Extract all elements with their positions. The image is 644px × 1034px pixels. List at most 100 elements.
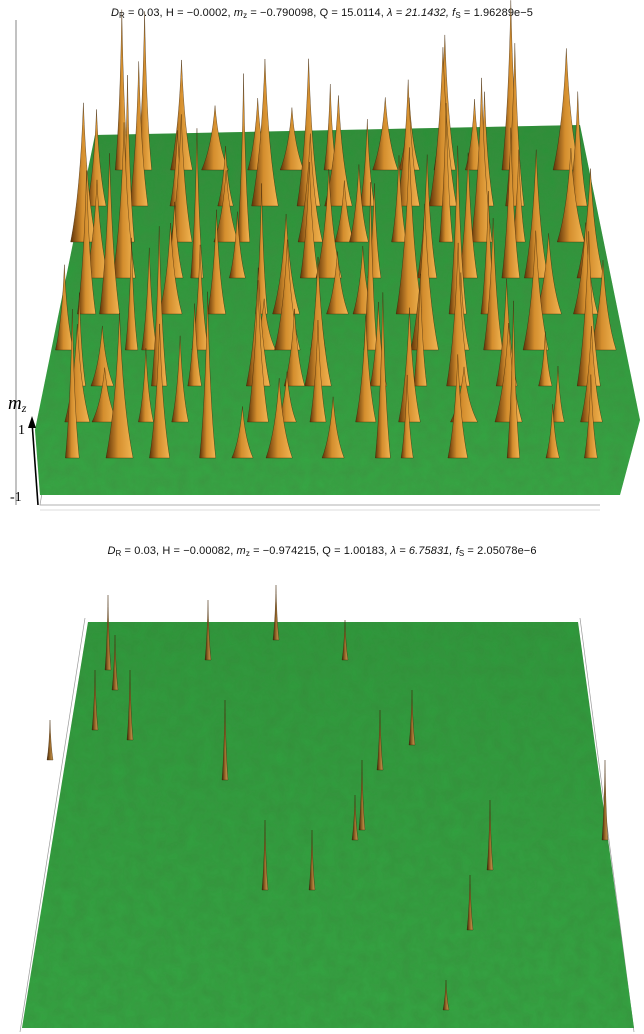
skyrmion-peak [573, 222, 599, 315]
mz-axis-label: mz [8, 393, 27, 415]
skyrmion-spike [601, 759, 609, 841]
skyrmion-peak [237, 73, 250, 243]
mz-axis-arrowhead [28, 416, 36, 428]
skyrmion-spike [442, 979, 450, 1011]
skyrmion-spike [221, 699, 229, 781]
skyrmion-peak [413, 273, 428, 387]
skyrmion-peak [447, 354, 468, 459]
skyrmion-peak [535, 233, 562, 315]
skyrmion-peak [359, 119, 375, 207]
skyrmion-peak [589, 260, 617, 351]
skyrmion-spike [204, 599, 212, 661]
skyrmion-peak [372, 97, 399, 171]
skyrmion-peak [300, 161, 319, 279]
skyrmion-peak [375, 292, 391, 459]
skyrmion-peak [326, 251, 349, 315]
skyrmion-spike [91, 669, 99, 731]
skyrmion-peak [141, 247, 158, 351]
skyrmion-spike [341, 619, 349, 661]
skyrmion-peak [65, 309, 80, 459]
skyrmion-peak [190, 128, 204, 279]
skyrmion-peak [55, 264, 74, 351]
skyrmion-peak [395, 147, 423, 315]
skyrmion-spike [376, 709, 384, 771]
skyrmion-spike [104, 594, 112, 671]
skyrmion-peak [458, 152, 478, 279]
skyrmion-peak [584, 374, 598, 459]
skyrmion-peak [446, 242, 470, 387]
skyrmion-peak [524, 149, 549, 279]
skyrmion-peak [400, 374, 414, 459]
caption-bottom: DR = 0.03, H = −0.00082, mz = −0.974215,… [107, 545, 537, 558]
skyrmion-spike [46, 719, 54, 761]
skyrmion-peak [171, 335, 189, 423]
skyrmion-peak [538, 331, 553, 387]
skyrmion-peak [545, 404, 560, 459]
skyrmion-peak [247, 280, 269, 423]
skyrmion-spike [126, 669, 134, 741]
skyrmion-peak [501, 127, 520, 279]
skyrmion-peak [251, 58, 279, 207]
skyrmion-peak [283, 308, 305, 387]
skyrmion-peak [70, 102, 97, 243]
skyrmion-peak [207, 209, 226, 315]
skyrmion-peak [556, 148, 585, 243]
surface-plot-top [15, 0, 640, 511]
skyrmion-peak [213, 170, 239, 243]
skyrmion-peak [129, 61, 149, 207]
skyrmion-peak [391, 155, 407, 243]
skyrmion-peak [231, 406, 254, 459]
skyrmion-spike [308, 829, 316, 891]
skyrmion-spike [261, 819, 269, 891]
skyrmion-peak [90, 325, 114, 387]
skyrmion-spike [466, 874, 474, 931]
skyrmion-peak [86, 109, 107, 207]
skyrmion-peak [265, 378, 293, 459]
skyrmion-peak [149, 323, 170, 459]
skyrmion-peak [324, 95, 353, 207]
skyrmion-peak [551, 366, 565, 423]
skyrmion-peak [158, 223, 183, 315]
skyrmion-peak [321, 396, 345, 459]
skyrmion-peak [398, 307, 421, 423]
skyrmion-peak [309, 320, 327, 423]
skyrmion-peak [105, 313, 134, 459]
skyrmion-peak [512, 149, 526, 243]
skyrmion-peak [439, 103, 453, 243]
skyrmion-peak [429, 47, 457, 207]
skyrmion-spike [358, 759, 366, 831]
skyrmion-peak [279, 107, 304, 171]
skyrmion-peak [99, 153, 120, 315]
mz-tick-1: 1 [18, 423, 25, 438]
skyrmion-peak [410, 203, 439, 351]
skyrmion-peak [170, 59, 193, 171]
skyrmion-peak [576, 231, 601, 387]
skyrmion-peak [125, 237, 139, 351]
plot-panel-bottom: DR = 0.03, H = −0.00082, mz = −0.974215,… [0, 540, 644, 1034]
skyrmion-peak [363, 182, 378, 351]
skyrmion-peak [506, 300, 520, 459]
skyrmion-peak [580, 326, 603, 423]
peaks-top [55, 0, 617, 459]
plot-panel-top: DR = 0.03, H = −0.0002, mz = −0.790098, … [8, 0, 640, 511]
peaks-bottom [46, 584, 609, 1011]
skyrmion-peak [355, 315, 377, 423]
caption-top: DR = 0.03, H = −0.0002, mz = −0.790098, … [110, 7, 534, 20]
surface-plot-bottom [19, 584, 635, 1033]
skyrmion-peak [448, 145, 467, 315]
skyrmion-peak [151, 226, 168, 387]
skyrmion-spike [486, 799, 494, 871]
skyrmion-peak [522, 230, 549, 351]
skyrmion-peak [349, 164, 369, 243]
skyrmion-peak [138, 348, 154, 423]
skyrmion-spike [272, 584, 280, 641]
skyrmion-peak [229, 211, 246, 279]
mz-tick-minus-1: -1 [10, 490, 22, 505]
skyrmion-peak [187, 303, 202, 387]
skyrmion-spike [408, 689, 416, 746]
skyrmion-peak [417, 154, 437, 279]
skyrmion-peak [199, 291, 216, 459]
skyrmion-spike [111, 634, 119, 691]
skyrmion-spike [351, 794, 359, 841]
skyrmion-peak [77, 170, 96, 315]
